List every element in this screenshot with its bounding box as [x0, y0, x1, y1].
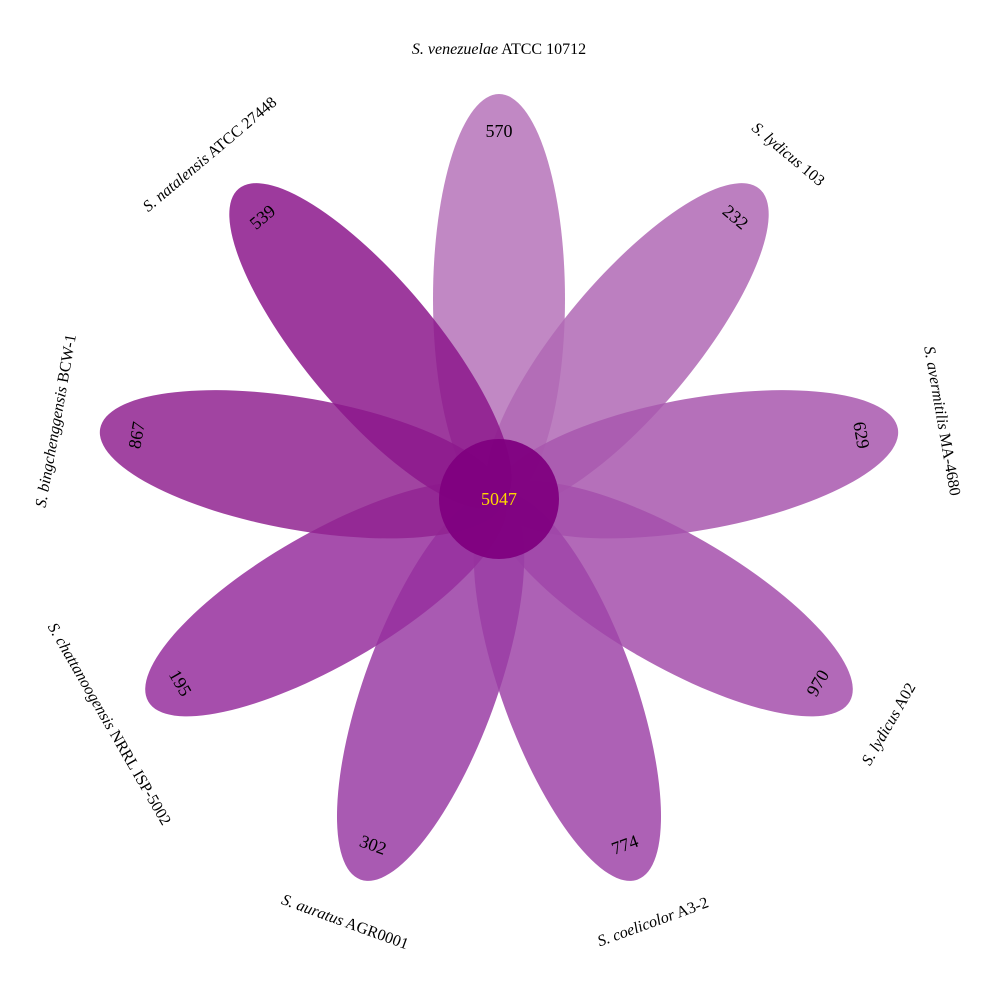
species-name: S. chattanoogensis [44, 620, 119, 732]
strain-name: A3-2 [671, 894, 711, 922]
strain-name: MA-4680 [935, 428, 963, 497]
petal-label: S. coelicolor A3-2 [595, 894, 711, 950]
strain-name: A02 [889, 680, 919, 715]
petal [336, 492, 525, 881]
species-name: S. lydicus [858, 706, 903, 768]
petal-label: S. lydicus A02 [858, 680, 919, 768]
petal [145, 481, 507, 717]
species-name: S. avermitilis [921, 345, 952, 431]
petal-label: S. chattanoogensis NRRL ISP-5002 [44, 620, 174, 828]
petal [486, 183, 769, 509]
strain-name: ATCC 10712 [498, 41, 586, 58]
petal-label: S. avermitilis MA-4680 [921, 345, 964, 497]
petal-count: 629 [849, 420, 873, 450]
species-name: S. lydicus [749, 119, 807, 171]
petal-count: 867 [124, 420, 148, 450]
petal-layer [99, 94, 899, 881]
species-name: S. auratus [279, 891, 346, 929]
species-name: S. natalensis [140, 150, 213, 215]
petal-label: S. venezuelae ATCC 10712 [412, 41, 586, 58]
strain-name: AGR0001 [340, 913, 411, 953]
species-name: S. bingchenggensis [32, 385, 70, 509]
petal-label: S. bingchenggensis BCW-1 [32, 333, 79, 509]
strain-name: ATCC 27448 [202, 93, 280, 163]
strain-name: BCW-1 [54, 333, 80, 388]
petal [229, 183, 512, 509]
petal-label: S. auratus AGR0001 [279, 891, 411, 953]
species-name: S. venezuelae [412, 41, 498, 58]
strain-name: NRRL ISP-5002 [104, 724, 174, 828]
petal [491, 481, 853, 717]
core-count: 5047 [481, 489, 517, 509]
petal-count: 570 [486, 121, 513, 141]
petal-label: S. lydicus 103 [749, 119, 828, 189]
core-circle [439, 439, 559, 559]
species-name: S. coelicolor [595, 906, 678, 950]
